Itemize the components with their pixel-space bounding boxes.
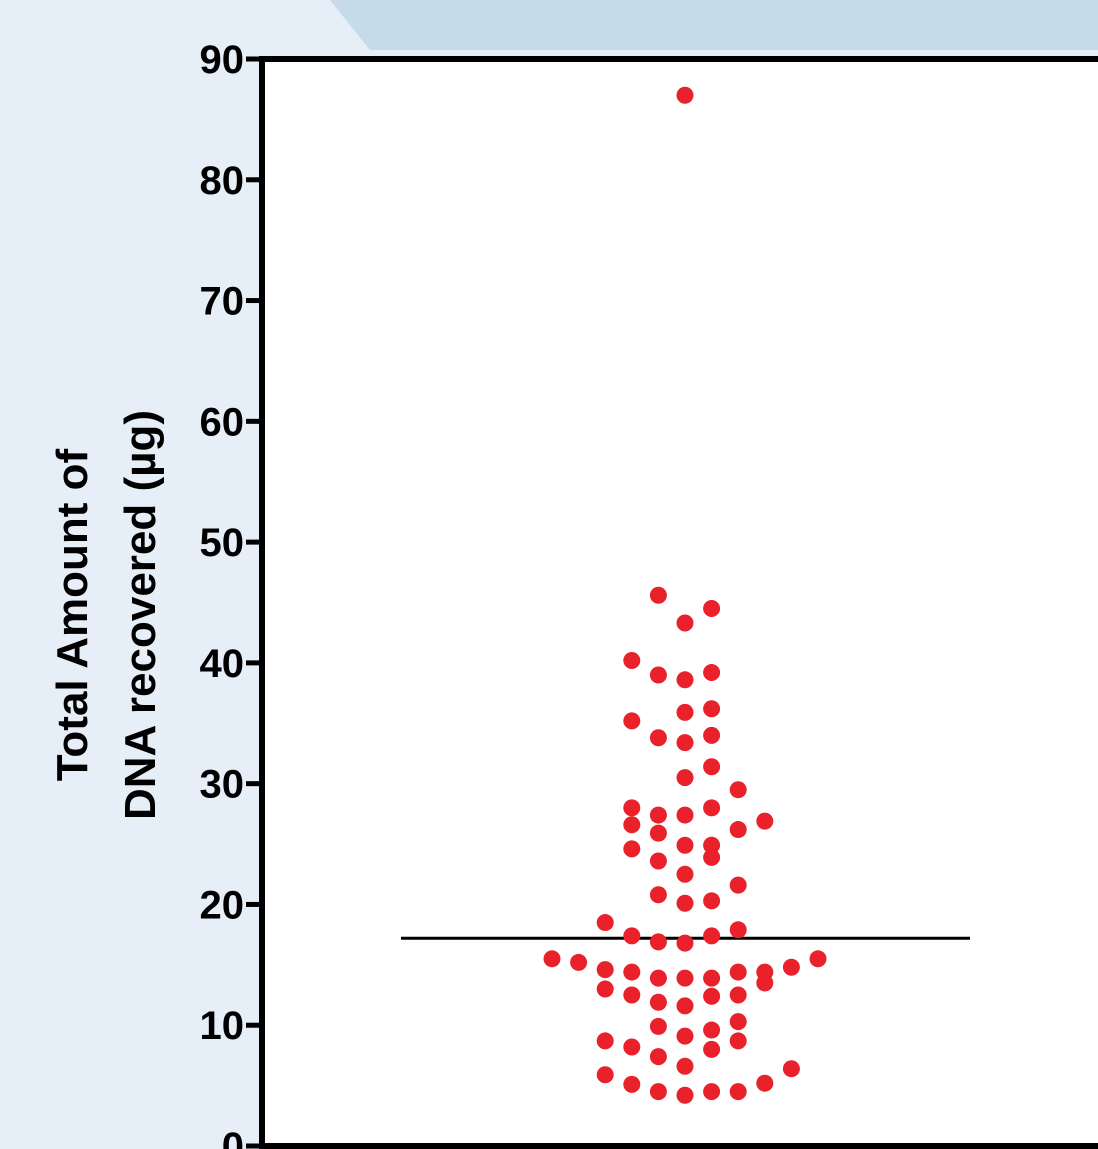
data-point: [756, 812, 774, 830]
data-point: [756, 1074, 774, 1092]
data-point: [703, 799, 721, 817]
y-tick-label: 40: [200, 642, 245, 686]
data-point: [703, 758, 721, 776]
data-point: [543, 950, 561, 968]
data-point: [649, 666, 667, 684]
data-point: [623, 651, 641, 669]
data-point: [649, 1083, 667, 1101]
data-point: [676, 969, 694, 987]
data-points: [543, 86, 827, 1104]
data-point: [676, 836, 694, 854]
data-point: [703, 836, 721, 854]
data-point: [703, 1021, 721, 1039]
data-point: [649, 586, 667, 604]
data-point: [703, 726, 721, 744]
data-point: [649, 852, 667, 870]
data-point: [623, 986, 641, 1004]
data-point: [623, 712, 641, 730]
data-point: [703, 892, 721, 910]
data-point: [676, 734, 694, 752]
y-axis-title-line-1: Total Amount of: [48, 448, 97, 781]
data-point: [676, 934, 694, 952]
data-point: [729, 963, 747, 981]
data-point: [596, 980, 614, 998]
data-point: [676, 703, 694, 721]
data-point: [623, 963, 641, 981]
data-point: [703, 848, 721, 866]
data-point: [649, 806, 667, 824]
data-point: [649, 933, 667, 951]
data-point: [703, 987, 721, 1005]
data-point: [649, 993, 667, 1011]
data-point: [676, 769, 694, 787]
data-point: [649, 886, 667, 904]
data-point: [676, 894, 694, 912]
y-tick-label: 60: [200, 400, 245, 444]
data-point: [623, 1038, 641, 1056]
data-point: [729, 821, 747, 839]
data-point: [676, 1027, 694, 1045]
y-tick-label: 90: [200, 38, 245, 82]
data-point: [676, 1057, 694, 1075]
data-point: [782, 958, 800, 976]
y-axis-title-line-2: DNA recovered (µg): [116, 410, 165, 820]
data-point: [676, 806, 694, 824]
data-point: [623, 1075, 641, 1093]
data-point: [703, 927, 721, 945]
y-tick-label: 50: [200, 521, 245, 565]
data-point: [623, 840, 641, 858]
data-point: [676, 671, 694, 689]
data-point: [703, 600, 721, 618]
y-axis-title: Total Amount of DNA recovered (µg): [48, 410, 165, 820]
y-tick-label: 30: [200, 763, 245, 807]
y-tick-label: 70: [200, 280, 245, 324]
data-point: [809, 950, 827, 968]
data-point: [623, 927, 641, 945]
data-point: [649, 824, 667, 842]
data-point: [703, 700, 721, 718]
data-point: [596, 1032, 614, 1050]
data-point: [649, 1048, 667, 1066]
data-point: [649, 729, 667, 747]
data-point: [756, 974, 774, 992]
data-point: [676, 1086, 694, 1104]
plot-area: [262, 58, 1098, 1149]
data-point: [623, 799, 641, 817]
data-point: [729, 781, 747, 799]
data-point: [596, 914, 614, 932]
data-point: [729, 1013, 747, 1031]
background-accent-band: [330, 0, 1098, 50]
y-tick-label: 10: [200, 1004, 245, 1048]
data-point: [729, 921, 747, 939]
y-axis-ticks: 0 10 20 30 40 50 60 70 80 90: [200, 38, 262, 1149]
data-point: [649, 1017, 667, 1035]
data-point: [729, 986, 747, 1004]
data-point: [623, 816, 641, 834]
data-point: [676, 865, 694, 883]
data-point: [596, 1066, 614, 1084]
data-point: [729, 1083, 747, 1101]
data-point: [729, 876, 747, 894]
data-point: [676, 614, 694, 632]
data-point: [729, 1032, 747, 1050]
data-point: [703, 1040, 721, 1058]
data-point: [676, 997, 694, 1015]
y-tick-label: 0: [222, 1125, 244, 1149]
data-point: [703, 664, 721, 682]
y-tick-label: 20: [200, 883, 245, 927]
data-point: [676, 86, 694, 104]
data-point: [782, 1060, 800, 1078]
data-point: [570, 953, 588, 971]
data-point: [703, 1083, 721, 1101]
data-point: [596, 961, 614, 979]
data-point: [649, 969, 667, 987]
data-point: [703, 969, 721, 987]
y-tick-label: 80: [200, 159, 245, 203]
